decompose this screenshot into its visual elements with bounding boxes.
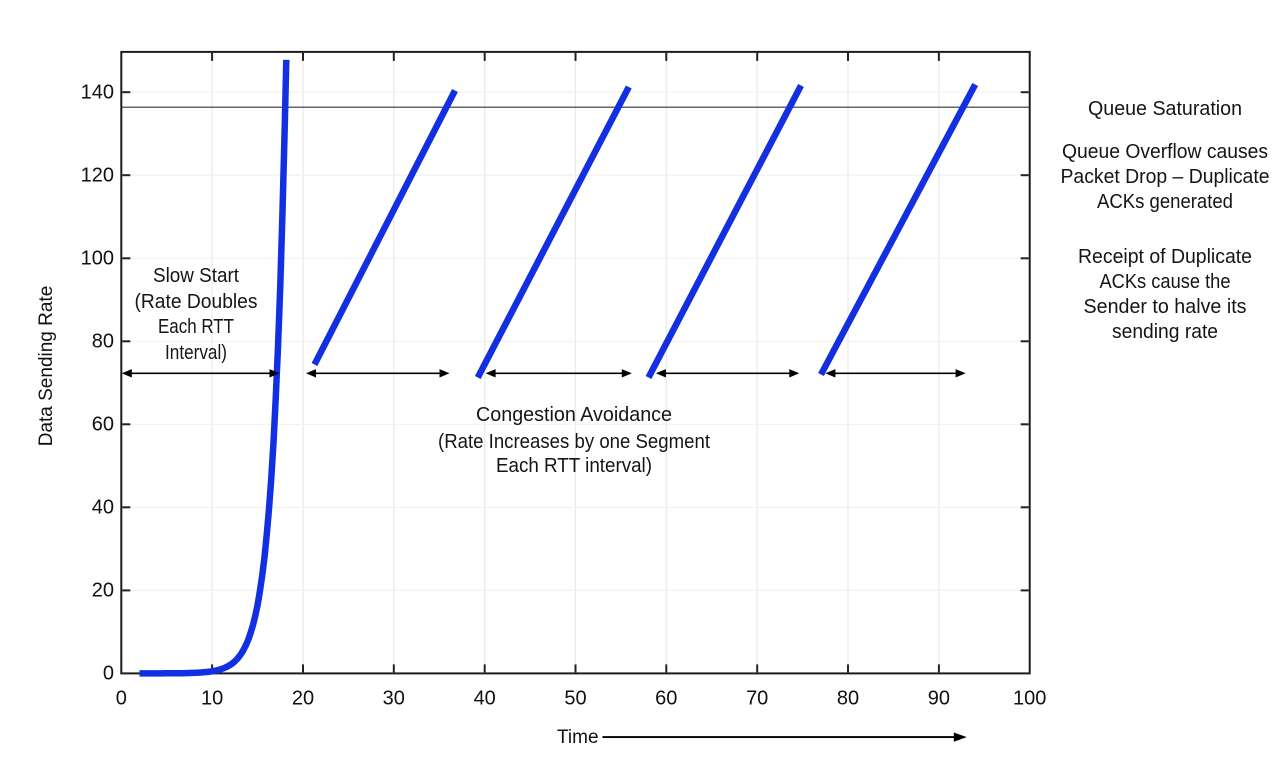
svg-text:ACKs cause the: ACKs cause the bbox=[1100, 271, 1231, 293]
svg-text:10: 10 bbox=[201, 688, 223, 710]
svg-text:30: 30 bbox=[383, 688, 405, 710]
svg-text:50: 50 bbox=[564, 688, 586, 710]
svg-text:0: 0 bbox=[103, 663, 114, 685]
svg-text:Queue Overflow causes: Queue Overflow causes bbox=[1062, 141, 1268, 163]
svg-text:Data Sending Rate: Data Sending Rate bbox=[36, 286, 57, 447]
svg-text:Interval): Interval) bbox=[165, 342, 227, 364]
svg-text:(Rate Increases by one Segment: (Rate Increases by one Segment bbox=[438, 431, 710, 453]
svg-text:60: 60 bbox=[655, 688, 677, 710]
svg-text:140: 140 bbox=[81, 81, 114, 103]
svg-text:20: 20 bbox=[292, 688, 314, 710]
svg-text:40: 40 bbox=[92, 497, 114, 519]
svg-text:100: 100 bbox=[1013, 688, 1046, 710]
svg-text:sending rate: sending rate bbox=[1112, 321, 1218, 343]
svg-text:80: 80 bbox=[837, 688, 859, 710]
svg-text:(Rate Doubles: (Rate Doubles bbox=[135, 291, 258, 313]
svg-text:Queue Saturation: Queue Saturation bbox=[1088, 98, 1242, 120]
svg-text:20: 20 bbox=[92, 580, 114, 602]
svg-text:Receipt of Duplicate: Receipt of Duplicate bbox=[1078, 246, 1252, 268]
svg-text:80: 80 bbox=[92, 331, 114, 353]
svg-text:40: 40 bbox=[474, 688, 496, 710]
svg-text:90: 90 bbox=[928, 688, 950, 710]
svg-text:70: 70 bbox=[746, 688, 768, 710]
svg-text:120: 120 bbox=[81, 164, 114, 186]
svg-text:Congestion Avoidance: Congestion Avoidance bbox=[476, 404, 672, 426]
svg-text:ACKs generated: ACKs generated bbox=[1097, 191, 1233, 213]
svg-text:0: 0 bbox=[116, 688, 127, 710]
svg-text:100: 100 bbox=[81, 248, 114, 270]
svg-text:60: 60 bbox=[92, 414, 114, 436]
svg-text:Slow Start: Slow Start bbox=[153, 265, 239, 287]
svg-text:Packet Drop – Duplicate: Packet Drop – Duplicate bbox=[1061, 166, 1270, 188]
svg-text:Each RTT: Each RTT bbox=[158, 316, 234, 338]
svg-text:Each RTT interval): Each RTT interval) bbox=[496, 455, 652, 477]
svg-text:Time: Time bbox=[557, 727, 599, 748]
svg-text:Sender to halve its: Sender to halve its bbox=[1084, 296, 1247, 318]
